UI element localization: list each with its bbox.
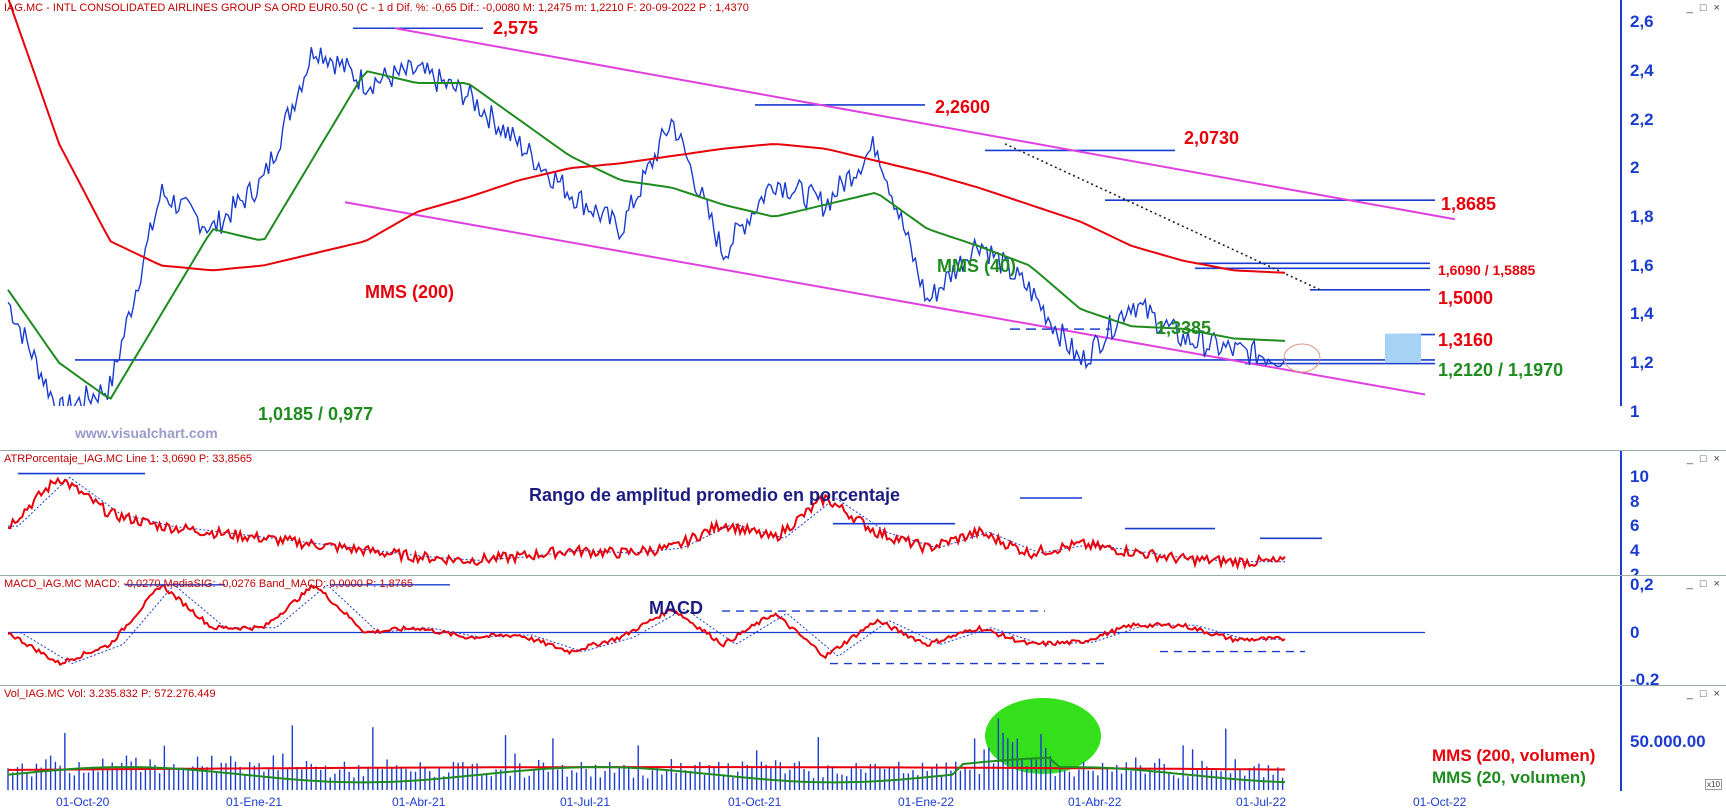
level-label-1212: 1,2120 / 1,1970 — [1438, 360, 1564, 380]
price-series — [7, 47, 1286, 406]
x-tick-label: 01-Abr-21 — [392, 795, 446, 809]
level-label-13385: 1,3385 — [1156, 318, 1212, 338]
watermark: www.visualchart.com — [75, 425, 218, 441]
volume-highlight — [985, 698, 1101, 774]
atr-series — [7, 476, 1286, 571]
y-tick-label: 1,2 — [1630, 352, 1654, 372]
vol-mms20 — [7, 756, 1286, 784]
y-tick-label: 1,4 — [1630, 304, 1654, 324]
y-tick-label: 8 — [1630, 491, 1640, 511]
level-label-2260: 2,2600 — [935, 97, 991, 117]
volume-axis — [1620, 686, 1726, 791]
vol-scale-note: x10 — [1705, 779, 1722, 790]
y-tick-label: 2,6 — [1630, 12, 1654, 32]
level-label-2073: 2,0730 — [1184, 128, 1240, 148]
x-tick-label: 01-Ene-22 — [898, 795, 955, 809]
macd-window-buttons[interactable]: _ □ × — [1686, 578, 1722, 590]
y-tick-label: 1,6 — [1630, 255, 1654, 275]
macd-title: MACD_IAG.MC MACD: -0,0270 MediaSIG: -0,0… — [4, 578, 414, 590]
y-tick-label: 50.000.00 — [1630, 732, 1706, 752]
x-tick-label: 01-Oct-22 — [1413, 795, 1467, 809]
y-tick-label: -0,2 — [1630, 670, 1660, 690]
window-buttons[interactable]: _ □ × — [1686, 2, 1722, 14]
atr-window-buttons[interactable]: _ □ × — [1686, 453, 1722, 465]
level-label-2575: 2,575 — [493, 18, 539, 38]
level-label-1609: 1,6090 / 1,5885 — [1438, 262, 1536, 278]
mms40-series — [7, 70, 1286, 400]
macd-axis — [1620, 576, 1726, 685]
y-tick-label: 1 — [1630, 401, 1640, 421]
volume-title: Vol_IAG.MC Vol: 3.235.832 P: 572.276.449 — [4, 688, 216, 700]
level-label-1018: 1,0185 / 0,977 — [258, 404, 374, 424]
macd-chart — [7, 583, 1425, 666]
x-tick-label: 01-Ene-21 — [226, 795, 283, 809]
y-tick-label: 2 — [1630, 565, 1639, 585]
y-tick-label: 6 — [1630, 516, 1640, 536]
atr-chart — [7, 472, 1322, 571]
channel-upper — [394, 27, 1456, 221]
volume-panel: Vol_IAG.MC Vol: 3.235.832 P: 572.276.449… — [0, 685, 1726, 791]
vol-mms200 — [8, 766, 1285, 771]
atr-title: ATRPorcentaje_IAG.MC Line 1: 3,0690 P: 3… — [4, 453, 253, 465]
vol-legend-200: MMS (200, volumen) — [1432, 746, 1596, 765]
macd-label: MACD — [649, 598, 703, 618]
y-tick-label: 4 — [1630, 540, 1640, 560]
level-label-150: 1,5000 — [1438, 288, 1494, 308]
mms200-label: MMS (200) — [365, 282, 455, 302]
macd-signal — [8, 584, 1286, 665]
volume-window-buttons[interactable]: _ □ × — [1686, 688, 1722, 700]
y-tick-label: 0 — [1630, 622, 1640, 642]
atr-label: Rango de amplitud promedio en porcentaje — [529, 485, 901, 505]
mms40-label: MMS (40) — [937, 256, 1017, 276]
volume-chart — [7, 698, 1286, 790]
circle-marker — [1283, 343, 1321, 373]
x-tick-label: 01-Jul-21 — [560, 795, 611, 809]
x-tick-label: 01-Jul-22 — [1236, 795, 1287, 809]
channel-lower — [344, 201, 1426, 396]
x-tick-label: 01-Oct-20 — [56, 795, 110, 809]
x-tick-label: 01-Abr-22 — [1068, 795, 1122, 809]
level-label-18685: 1,8685 — [1441, 194, 1497, 214]
chart-header: IAG.MC - INTL CONSOLIDATED AIRLINES GROU… — [4, 2, 749, 14]
y-tick-label: 2,2 — [1630, 109, 1654, 129]
y-tick-label: 0,2 — [1630, 574, 1654, 594]
price-chart — [7, 0, 1456, 406]
macd-series — [7, 583, 1286, 666]
x-tick-label: 01-Oct-21 — [728, 795, 782, 809]
recent-zone — [1385, 333, 1421, 363]
atr-panel: ATRPorcentaje_IAG.MC Line 1: 3,0690 P: 3… — [0, 450, 1726, 584]
level-label-1316: 1,3160 — [1438, 330, 1494, 350]
y-tick-label: 10 — [1630, 467, 1649, 487]
price-panel: IAG.MC - INTL CONSOLIDATED AIRLINES GROU… — [4, 0, 1726, 441]
atr-axis — [1620, 451, 1726, 575]
y-tick-label: 2,4 — [1630, 60, 1654, 80]
y-tick-label: 1,8 — [1630, 206, 1654, 226]
vol-legend-20: MMS (20, volumen) — [1432, 768, 1586, 787]
mms200-series — [7, 0, 1286, 274]
y-tick-label: 2 — [1630, 158, 1640, 178]
price-axis — [1620, 0, 1726, 406]
macd-panel: MACD_IAG.MC MACD: -0,0270 MediaSIG: -0,0… — [0, 574, 1726, 689]
